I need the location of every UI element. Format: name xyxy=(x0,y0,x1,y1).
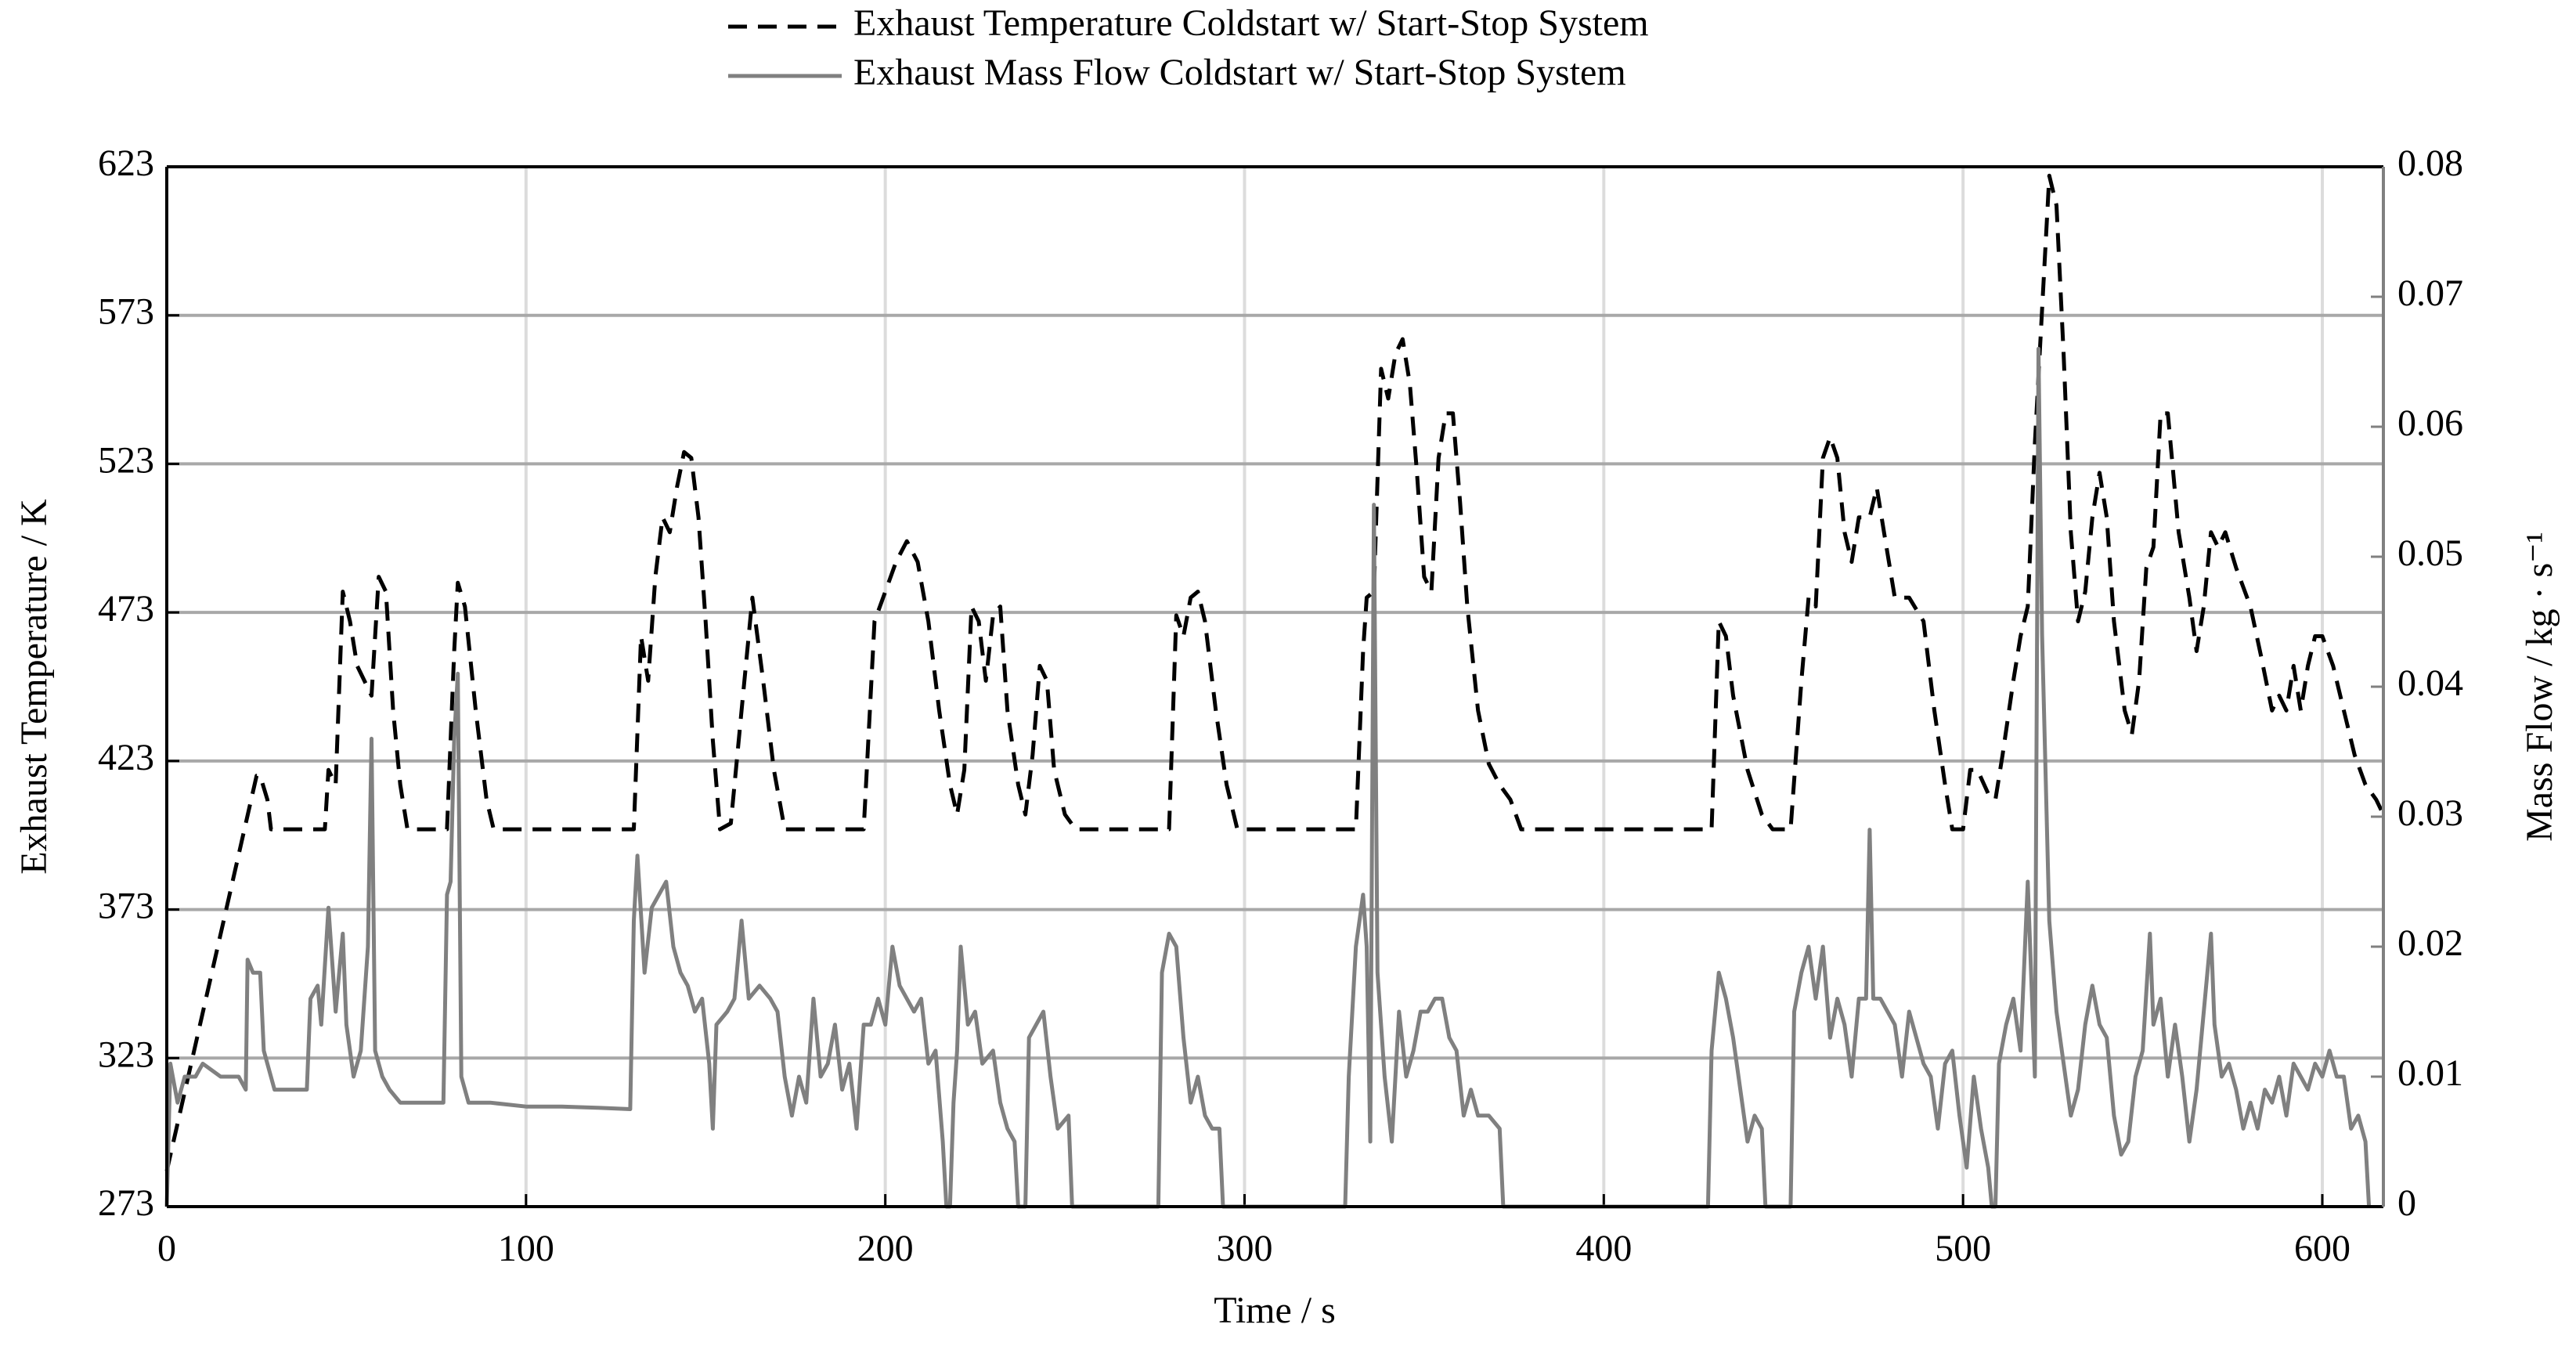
x-tick-label: 600 xyxy=(2294,1228,2351,1269)
y-tick-label: 523 xyxy=(98,439,154,481)
y2-tick-label: 0.04 xyxy=(2397,662,2463,704)
x-tick-label: 400 xyxy=(1575,1228,1632,1269)
x-tick-label: 300 xyxy=(1216,1228,1272,1269)
x-tick-label: 100 xyxy=(498,1228,554,1269)
y2-tick-label: 0.01 xyxy=(2397,1052,2463,1094)
x-tick-label: 500 xyxy=(1935,1228,1991,1269)
y2-tick-label: 0.03 xyxy=(2397,792,2463,834)
y2-tick-label: 0.07 xyxy=(2397,272,2463,314)
y2-tick-label: 0 xyxy=(2397,1182,2416,1224)
y2-tick-label: 0.06 xyxy=(2397,402,2463,444)
legend-label: Exhaust Temperature Coldstart w/ Start-S… xyxy=(853,2,1649,44)
y2-tick-label: 0.08 xyxy=(2397,143,2463,184)
y-tick-label: 473 xyxy=(98,588,154,630)
y-tick-label: 573 xyxy=(98,291,154,333)
x-axis-label: Time / s xyxy=(1214,1290,1336,1331)
y-axis-label: Exhaust Temperature / K xyxy=(13,499,55,875)
legend-label: Exhaust Mass Flow Coldstart w/ Start-Sto… xyxy=(853,52,1626,93)
y2-tick-label: 0.05 xyxy=(2397,532,2463,574)
series-line xyxy=(164,173,2386,1172)
x-tick-label: 200 xyxy=(857,1228,914,1269)
y-tick-label: 423 xyxy=(98,737,154,778)
x-tick-label: 0 xyxy=(157,1228,176,1269)
y-tick-label: 623 xyxy=(98,143,154,184)
y2-tick-label: 0.02 xyxy=(2397,922,2463,964)
y-tick-label: 373 xyxy=(98,886,154,927)
y2-axis-label: Mass Flow / kg · s⁻¹ xyxy=(2519,532,2560,842)
y-tick-label: 323 xyxy=(98,1034,154,1075)
y-tick-label: 273 xyxy=(98,1182,154,1224)
